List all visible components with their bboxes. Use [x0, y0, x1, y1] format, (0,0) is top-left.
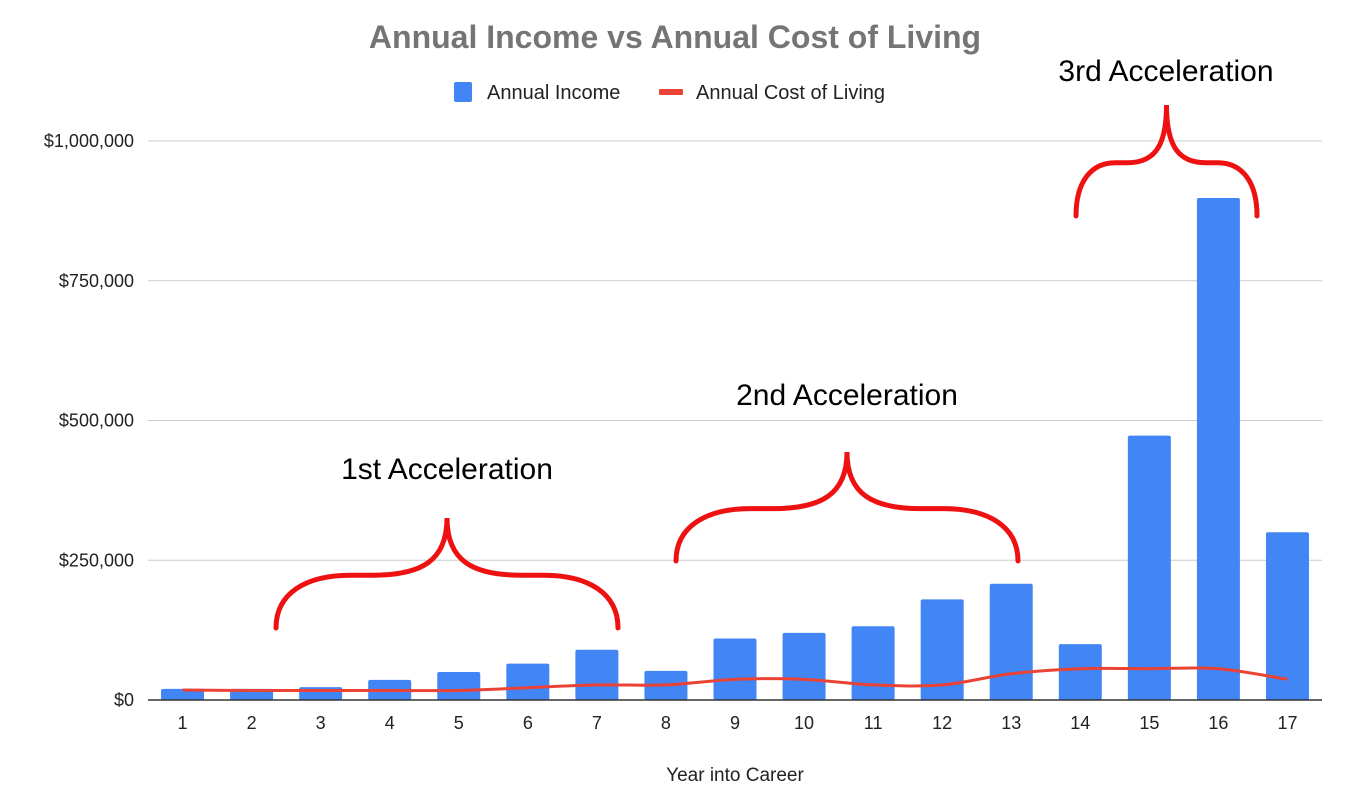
income-bar: [782, 632, 826, 700]
cost-line: [182, 666, 1288, 693]
gridlines: [148, 140, 1322, 561]
y-tick-label: $1,000,000: [44, 131, 134, 151]
x-tick-label: 10: [794, 713, 814, 733]
legend-label-income: Annual Income: [487, 82, 620, 104]
x-tick-label: 15: [1139, 713, 1159, 733]
x-tick-label: 13: [1001, 713, 1021, 733]
x-tick-label: 9: [730, 713, 740, 733]
annotation-label: 2nd Acceleration: [736, 379, 958, 412]
annotation-label: 1st Acceleration: [341, 453, 553, 486]
legend-label-cost: Annual Cost of Living: [696, 82, 885, 104]
x-tick-label: 16: [1208, 713, 1228, 733]
x-tick-label: 12: [932, 713, 952, 733]
y-tick-label: $0: [114, 690, 134, 710]
legend-swatch-income: [454, 82, 472, 102]
income-bars: [161, 198, 1309, 700]
x-tick-label: 4: [385, 713, 395, 733]
income-bar: [161, 688, 205, 700]
x-tick-label: 11: [864, 713, 883, 733]
income-bar: [575, 649, 619, 700]
y-tick-label: $250,000: [59, 550, 134, 570]
income-bar: [1265, 532, 1309, 700]
chart-title: Annual Income vs Annual Cost of Living: [369, 19, 981, 55]
x-tick-label: 7: [592, 713, 602, 733]
x-tick-label: 17: [1277, 713, 1297, 733]
annotation-brace: [673, 451, 1021, 564]
x-tick-label: 2: [247, 713, 257, 733]
annotations: 1st Acceleration 2nd Acceleration 3rd Acce…: [273, 55, 1274, 631]
legend: Annual Income Annual Cost of Living: [454, 82, 885, 104]
income-bar: [920, 599, 964, 700]
income-bar: [437, 672, 481, 700]
income-bar: [506, 663, 550, 700]
y-tick-label: $500,000: [59, 411, 134, 431]
income-bar: [1127, 435, 1171, 700]
income-bar: [989, 583, 1033, 700]
y-axis-ticks: $0 $250,000 $500,000 $750,000 $1,000,000: [44, 131, 134, 710]
annotation-brace: [1073, 104, 1260, 219]
x-axis-label: Year into Career: [666, 765, 804, 786]
x-tick-label: 5: [454, 713, 464, 733]
x-tick-label: 14: [1070, 713, 1090, 733]
income-bar: [713, 638, 757, 700]
x-tick-label: 1: [178, 713, 188, 733]
legend-swatch-cost: [659, 89, 683, 95]
x-tick-label: 8: [661, 713, 671, 733]
income-bar: [851, 626, 895, 700]
x-axis-ticks: 1 2 3 4 5 6 7 8 9 10 11 12 13 14 15 16 17: [178, 713, 1298, 733]
x-tick-label: 6: [523, 713, 533, 733]
x-tick-label: 3: [316, 713, 326, 733]
y-tick-label: $750,000: [59, 271, 134, 291]
income-bar: [1196, 198, 1240, 700]
cost-line-path: [182, 666, 1288, 693]
income-bar: [1058, 644, 1102, 700]
annotation-label: 3rd Acceleration: [1058, 55, 1273, 88]
annotation-brace: [273, 517, 621, 631]
